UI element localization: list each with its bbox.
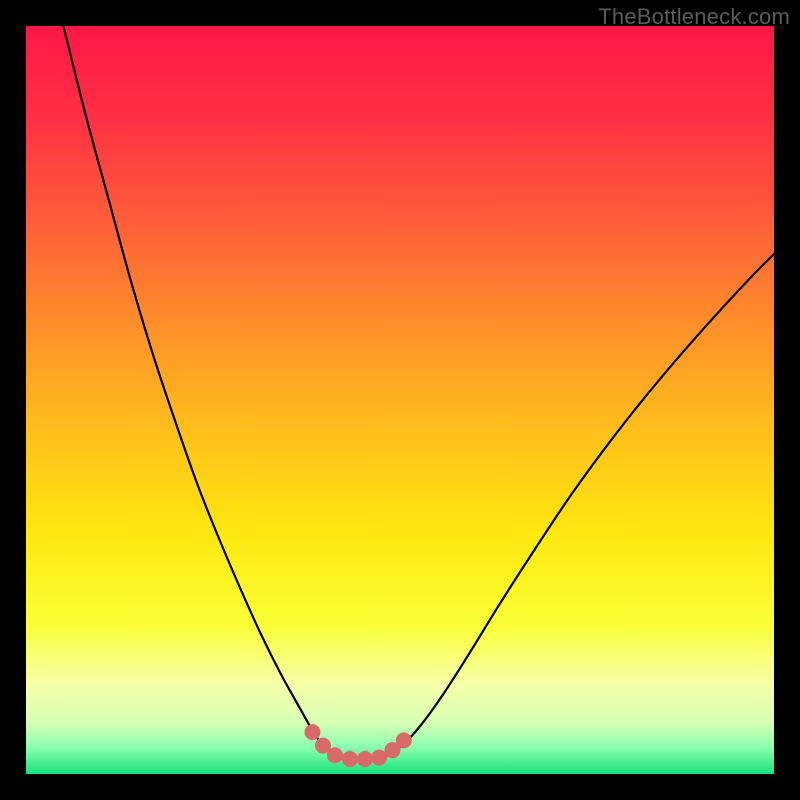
chart-svg xyxy=(26,26,774,774)
marker-point xyxy=(396,732,412,748)
chart-frame: TheBottleneck.com xyxy=(0,0,800,800)
marker-point xyxy=(357,751,373,767)
marker-point xyxy=(371,750,387,766)
marker-point xyxy=(342,751,358,767)
marker-point xyxy=(327,747,343,763)
marker-point xyxy=(304,724,320,740)
plot-area xyxy=(26,26,774,774)
gradient-background xyxy=(26,26,774,774)
